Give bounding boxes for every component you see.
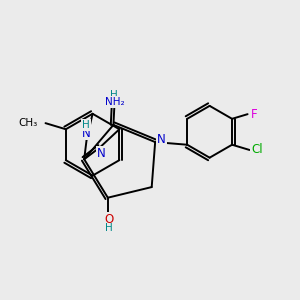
Text: N: N <box>82 127 90 140</box>
Text: CH₃: CH₃ <box>18 118 37 128</box>
Text: F: F <box>251 108 257 121</box>
Text: H: H <box>82 120 90 130</box>
Text: N: N <box>157 133 166 146</box>
Text: H: H <box>105 223 113 233</box>
Text: NH₂: NH₂ <box>105 97 125 107</box>
Text: O: O <box>105 213 114 226</box>
Text: N: N <box>97 147 106 160</box>
Text: Cl: Cl <box>251 143 263 157</box>
Text: H: H <box>110 90 118 100</box>
